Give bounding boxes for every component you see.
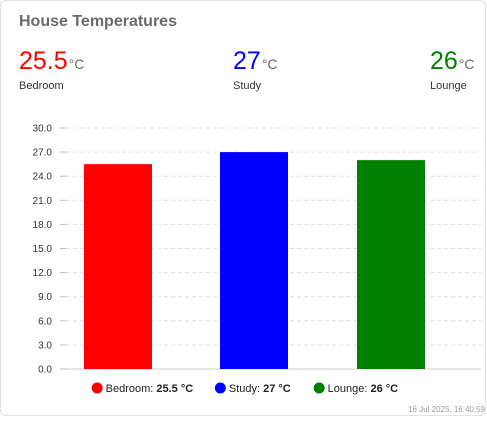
y-tick-label: 15.0 [33,244,53,255]
legend-item-study: Study: 27 °C [229,383,291,395]
y-tick-label: 21.0 [33,196,53,207]
stat-study-unit: °C [261,56,278,72]
stat-lounge-unit: °C [458,56,475,72]
y-tick-label: 0.0 [38,365,52,376]
bar-lounge [357,160,425,369]
y-tick-label: 12.0 [33,268,53,279]
legend-swatch-bedroom [91,382,103,394]
legend-item-bedroom: Bedroom: 25.5 °C [106,383,194,395]
legend-swatch-study [214,382,226,394]
stat-study-label: Study [233,80,262,92]
stat-study: 27 °C Study [233,46,278,92]
stat-lounge-value: 26 [430,47,458,75]
stat-lounge: 26 °C Lounge [430,46,475,92]
y-tick-label: 3.0 [38,340,52,351]
stat-bedroom: 25.5 °C Bedroom [19,46,84,92]
stat-bedroom-unit: °C [68,56,85,72]
stat-lounge-label: Lounge [430,80,467,92]
stat-bedroom-label: Bedroom [19,80,64,92]
bar-bedroom [84,164,152,369]
y-tick-label: 6.0 [38,316,52,327]
bar-study [220,152,288,369]
stat-bedroom-value: 25.5 [19,47,68,75]
legend-item-lounge: Lounge: 26 °C [328,383,399,395]
y-tick-label: 9.0 [38,292,52,303]
y-tick-label: 30.0 [33,124,53,135]
legend-swatch-lounge [313,382,325,394]
card-title: House Temperatures [19,13,177,30]
y-tick-label: 24.0 [33,172,53,183]
timestamp: 16 Jul 2025, 16:40:59 [408,405,485,414]
y-tick-label: 18.0 [33,220,53,231]
y-tick-label: 27.0 [33,148,53,159]
stat-study-value: 27 [233,47,261,75]
